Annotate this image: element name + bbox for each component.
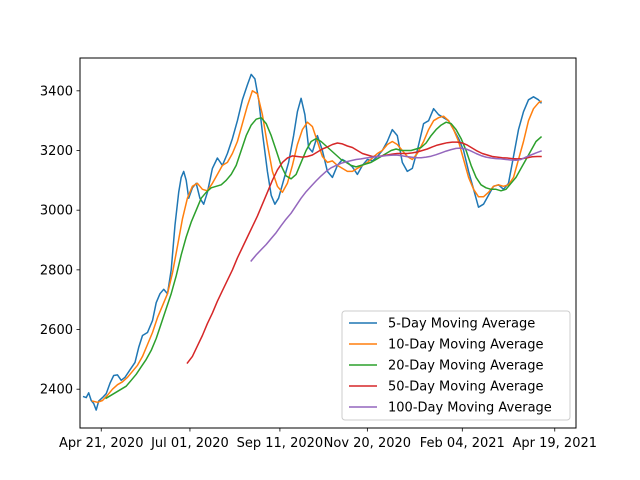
legend-label: 10-Day Moving Average — [388, 338, 544, 353]
y-tick-label: 2400 — [40, 383, 73, 398]
y-tick-label: 2800 — [40, 263, 73, 278]
series-line-2 — [91, 90, 543, 404]
y-tick-label: 3400 — [40, 84, 73, 99]
legend: 5-Day Moving Average 10-Day Moving Averag… — [341, 310, 571, 421]
x-axis: Apr 21, 2020 Jul 01, 2020 Sep 11, 2020 Nov … — [59, 428, 597, 451]
series-lines — [82, 73, 543, 411]
legend-label: 5-Day Moving Average — [388, 317, 535, 332]
series-line-5 — [250, 147, 542, 262]
legend-label: 20-Day Moving Average — [388, 359, 544, 374]
series-line-4 — [186, 141, 542, 365]
x-tick-label: Apr 19, 2021 — [513, 436, 598, 451]
series-line-3 — [105, 116, 543, 400]
y-tick-label: 3200 — [40, 144, 73, 159]
legend-box — [341, 310, 571, 421]
y-tick-label: 2600 — [40, 323, 73, 338]
x-tick-label: Sep 11, 2020 — [237, 436, 324, 451]
x-tick-label: Nov 20, 2020 — [324, 436, 411, 451]
legend-label: 50-Day Moving Average — [388, 380, 544, 395]
y-axis: 2400 2600 2800 3000 3200 3400 — [40, 84, 80, 398]
x-tick-label: Feb 04, 2021 — [420, 436, 505, 451]
plot-frame — [79, 57, 577, 429]
legend-label: 100-Day Moving Average — [388, 401, 552, 416]
y-tick-label: 3000 — [40, 204, 73, 219]
x-tick-label: Apr 21, 2020 — [59, 436, 144, 451]
x-tick-label: Jul 01, 2020 — [150, 436, 229, 451]
